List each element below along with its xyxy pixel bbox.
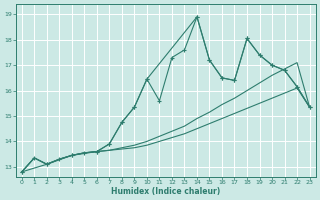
X-axis label: Humidex (Indice chaleur): Humidex (Indice chaleur)	[111, 187, 220, 196]
